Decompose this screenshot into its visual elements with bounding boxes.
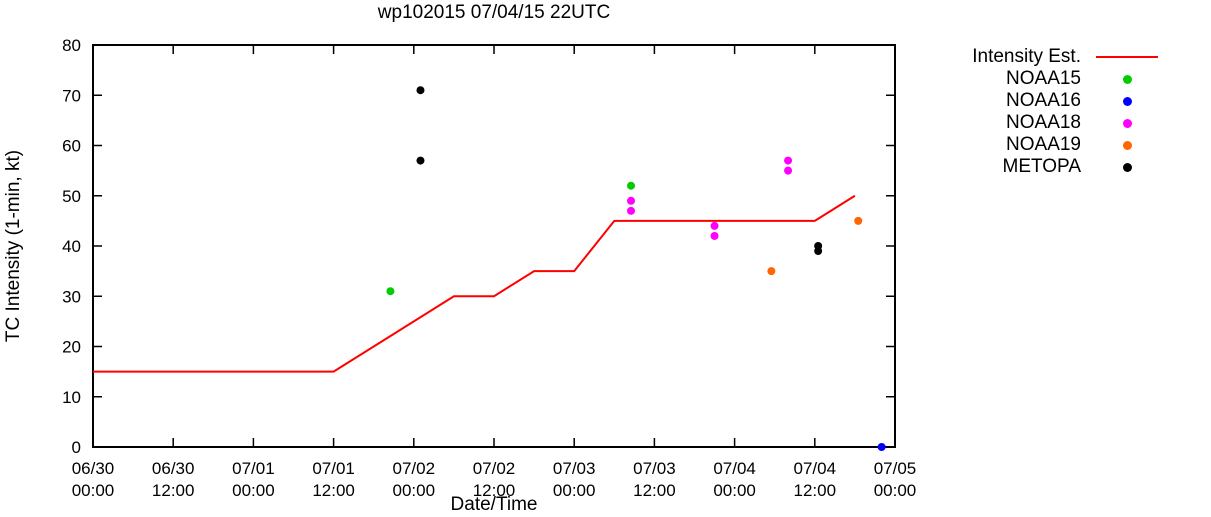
y-tick-label: 30 — [62, 287, 81, 306]
x-tick-date: 07/03 — [633, 459, 676, 478]
chart-title: wp102015 07/04/15 22UTC — [377, 2, 611, 23]
data-point-noaa19 — [767, 267, 776, 276]
legend-dot-marker — [1091, 118, 1163, 128]
x-tick-date: 07/05 — [874, 459, 917, 478]
data-point-noaa18 — [710, 221, 719, 230]
legend-dot-marker — [1091, 74, 1163, 84]
x-tick-time: 00:00 — [393, 481, 436, 500]
intensity-line — [93, 194, 856, 373]
data-point-noaa18 — [627, 206, 636, 215]
dot-swatch — [1122, 118, 1132, 128]
legend-line-sample — [1091, 56, 1163, 58]
x-tick-date: 07/02 — [473, 459, 516, 478]
y-tick-label: 70 — [62, 86, 81, 105]
data-point-metopa — [416, 156, 425, 165]
legend-item-noaa15: NOAA15 — [972, 68, 1163, 90]
data-point-metopa — [814, 247, 823, 256]
x-tick-date: 07/04 — [794, 459, 837, 478]
data-point-metopa — [416, 86, 425, 95]
data-point-noaa15 — [627, 181, 636, 190]
y-tick-label: 40 — [62, 237, 81, 256]
data-point-noaa16 — [877, 443, 886, 451]
x-tick-time: 00:00 — [72, 481, 115, 500]
x-tick-date: 07/04 — [713, 459, 756, 478]
legend: Intensity Est. NOAA15 NOAA16 NOAA18 NOAA19 ME… — [972, 46, 1163, 178]
x-tick-time: 00:00 — [232, 481, 275, 500]
data-point-noaa18 — [627, 196, 636, 205]
x-tick-time: 00:00 — [553, 481, 596, 500]
legend-label: NOAA16 — [1006, 90, 1081, 111]
y-tick-label: 20 — [62, 338, 81, 357]
legend-item-noaa19: NOAA19 — [972, 134, 1163, 156]
dot-swatch — [1122, 74, 1132, 84]
y-tick-label: 50 — [62, 187, 81, 206]
plot-border — [92, 44, 896, 448]
x-tick-date: 07/01 — [232, 459, 275, 478]
dot-swatch — [1122, 140, 1132, 150]
x-tick-date: 07/01 — [312, 459, 355, 478]
legend-dot-marker — [1091, 96, 1163, 106]
x-tick-time: 12:00 — [473, 481, 516, 500]
x-tick-time: 12:00 — [152, 481, 195, 500]
legend-dot-marker — [1091, 140, 1163, 150]
y-tick-label: 80 — [62, 36, 81, 55]
x-tick-date: 07/02 — [393, 459, 436, 478]
data-point-noaa15 — [386, 287, 395, 296]
legend-item-noaa16: NOAA16 — [972, 90, 1163, 112]
legend-item-metopa: METOPA — [972, 156, 1163, 178]
line-swatch — [1096, 56, 1158, 58]
legend-label: NOAA19 — [1006, 134, 1081, 155]
x-tick-time: 12:00 — [312, 481, 355, 500]
x-tick-date: 06/30 — [72, 459, 115, 478]
y-tick-label: 0 — [72, 438, 81, 457]
x-tick-time: 12:00 — [794, 481, 837, 500]
legend-dot-marker — [1091, 162, 1163, 172]
y-tick-label: 10 — [62, 388, 81, 407]
dot-swatch — [1122, 162, 1132, 172]
legend-item-intensity-est-: Intensity Est. — [972, 46, 1163, 68]
legend-label: NOAA18 — [1006, 112, 1081, 133]
x-tick-time: 12:00 — [633, 481, 676, 500]
x-tick-date: 06/30 — [152, 459, 195, 478]
data-point-noaa18 — [710, 231, 719, 240]
legend-label: METOPA — [1002, 156, 1081, 177]
data-point-noaa18 — [784, 166, 793, 175]
legend-item-noaa18: NOAA18 — [972, 112, 1163, 134]
y-tick-label: 60 — [62, 137, 81, 156]
x-tick-time: 00:00 — [874, 481, 917, 500]
data-point-noaa19 — [854, 216, 863, 225]
data-point-noaa18 — [784, 156, 793, 165]
x-tick-time: 00:00 — [713, 481, 756, 500]
x-tick-date: 07/03 — [553, 459, 596, 478]
legend-label: Intensity Est. — [972, 46, 1081, 67]
x-axis-label: Date/Time — [450, 494, 538, 515]
legend-label: NOAA15 — [1006, 68, 1081, 89]
dot-swatch — [1122, 96, 1132, 106]
